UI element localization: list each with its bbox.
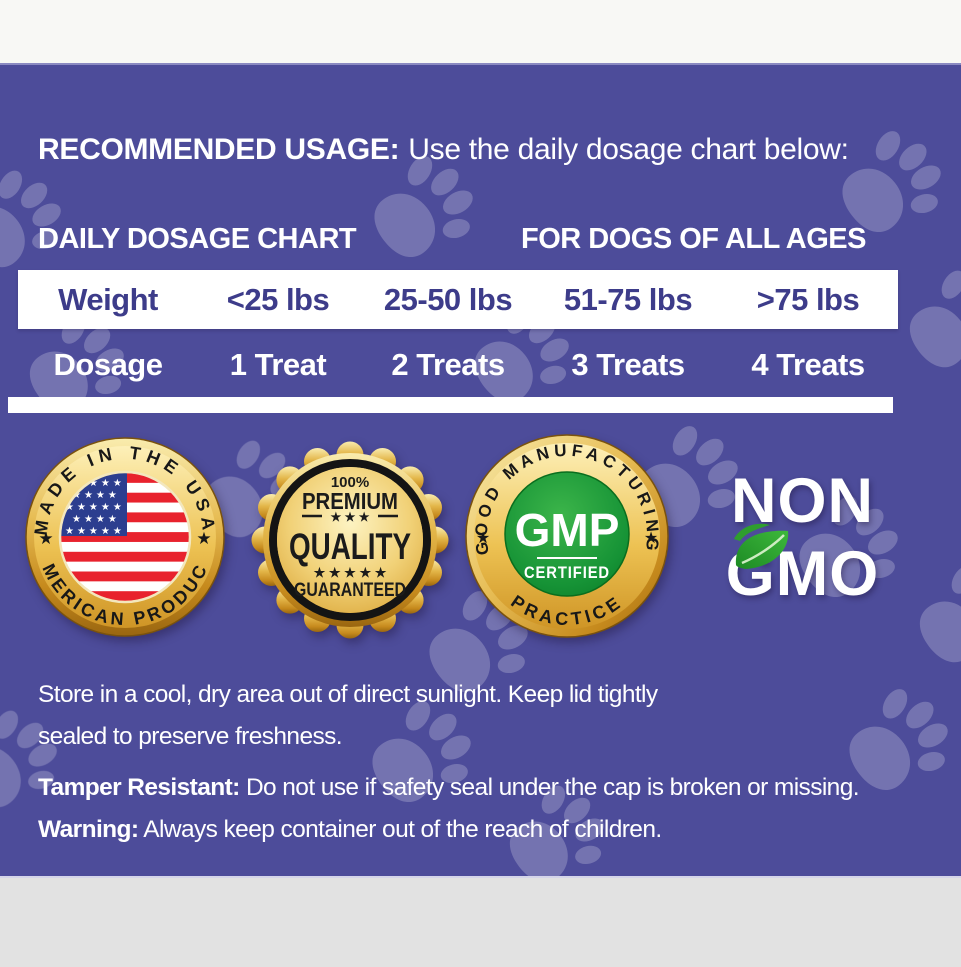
warning-text: Always keep container out of the reach o… [138,816,662,843]
us-flag: ★★★★★ ★★★★ ★★★★★ ★★★★ ★★★★★ [61,473,189,601]
tamper-resistant-text: Do not use if safety seal under the cap … [239,774,860,801]
green-center [504,471,630,597]
premium-text: PREMIUM [302,488,398,514]
storage-line2: sealed to preserve freshness. [38,723,343,750]
star-row: ★ ★ ★ ★ ★ [314,565,387,580]
flag-stars: ★★★★★ [65,526,125,537]
dosage-table-value-row: Dosage 1 Treat 2 Treats 3 Treats 4 Treat… [18,337,898,392]
weight-header-cell: Weight [58,281,158,317]
dosage-cell: 4 Treats [751,346,865,382]
gmp-text: GMP [515,504,620,556]
non-gmo-line1: NON [731,466,874,536]
daily-dosage-chart-title: DAILY DOSAGE CHART [38,223,357,255]
guaranteed-text: GUARANTEED [294,580,406,601]
weight-cell: 25-50 lbs [383,281,513,317]
flag-stars: ★★★★ [72,490,120,501]
percent-text: 100% [331,474,369,491]
tamper-resistant-line: Tamper Resistant: Do not use if safety s… [38,767,860,809]
dosage-cell: 1 Treat [229,346,327,382]
flag-ring [58,470,192,604]
dosage-header-cell: Dosage [53,346,163,382]
leaf-icon [734,523,789,569]
gold-inner-disc [277,467,423,613]
recommended-usage-heading: RECOMMENDED USAGE: Use the daily dosage c… [38,133,849,167]
made-in-usa-badge: ★★★★★ ★★★★ ★★★★★ ★★★★ ★★★★★ MADE IN THE … [25,437,225,637]
for-dogs-of-all-ages-title: FOR DOGS OF ALL AGES [521,223,867,255]
warning-line: Warning: Always keep container out of th… [38,809,859,851]
dosage-cell: 2 Treats [391,346,505,382]
divider-bar [8,397,893,413]
premium-quality-badge: 100% PREMIUM ★ ★ ★ QUALITY ★ ★ ★ ★ ★ GUA… [251,441,449,639]
flag-stars: ★★★★★ [65,502,125,513]
top-margin-band [0,0,961,63]
warning-label: Warning: [38,816,139,843]
certified-text: CERTIFIED [524,564,610,582]
divider-stars: ★ ★ ★ [331,510,370,524]
quality-text: QUALITY [289,526,411,567]
black-ring [269,459,431,621]
dosage-table-header-row: Weight <25 lbs 25-50 lbs 51-75 lbs >75 l… [18,270,898,329]
flag-stars: ★★★★ [72,514,120,525]
storage-line1: Store in a cool, dry area out of direct … [38,681,658,708]
star-icon: ★ [476,530,490,547]
storage-instructions: Store in a cool, dry area out of direct … [38,674,860,851]
tamper-resistant-label: Tamper Resistant: [38,774,240,801]
weight-cell: <25 lbs [226,281,330,317]
star-icon: ★ [38,529,53,548]
bottom-margin-band [0,876,961,967]
recommended-usage-text: Use the daily dosage chart below: [408,133,849,166]
weight-cell: 51-75 lbs [563,281,693,317]
dosage-cell: 3 Treats [571,346,685,382]
non-gmo-mark: NON GMO [700,465,905,611]
flag-stars: ★★★★★ [65,478,125,489]
weight-cell: >75 lbs [756,281,860,317]
chart-section-titles: DAILY DOSAGE CHART FOR DOGS OF ALL AGES [38,223,867,256]
star-icon: ★ [196,529,211,548]
gmp-certified-badge: GMP CERTIFIED GOOD MANUFACTURING PRACTIC… [465,434,669,638]
paw-print-icon [890,255,961,389]
label-panel: RECOMMENDED USAGE: Use the daily dosage c… [0,63,961,878]
star-icon: ★ [644,530,658,547]
recommended-usage-label: RECOMMENDED USAGE: [38,133,400,166]
paw-print-icon [900,550,961,684]
